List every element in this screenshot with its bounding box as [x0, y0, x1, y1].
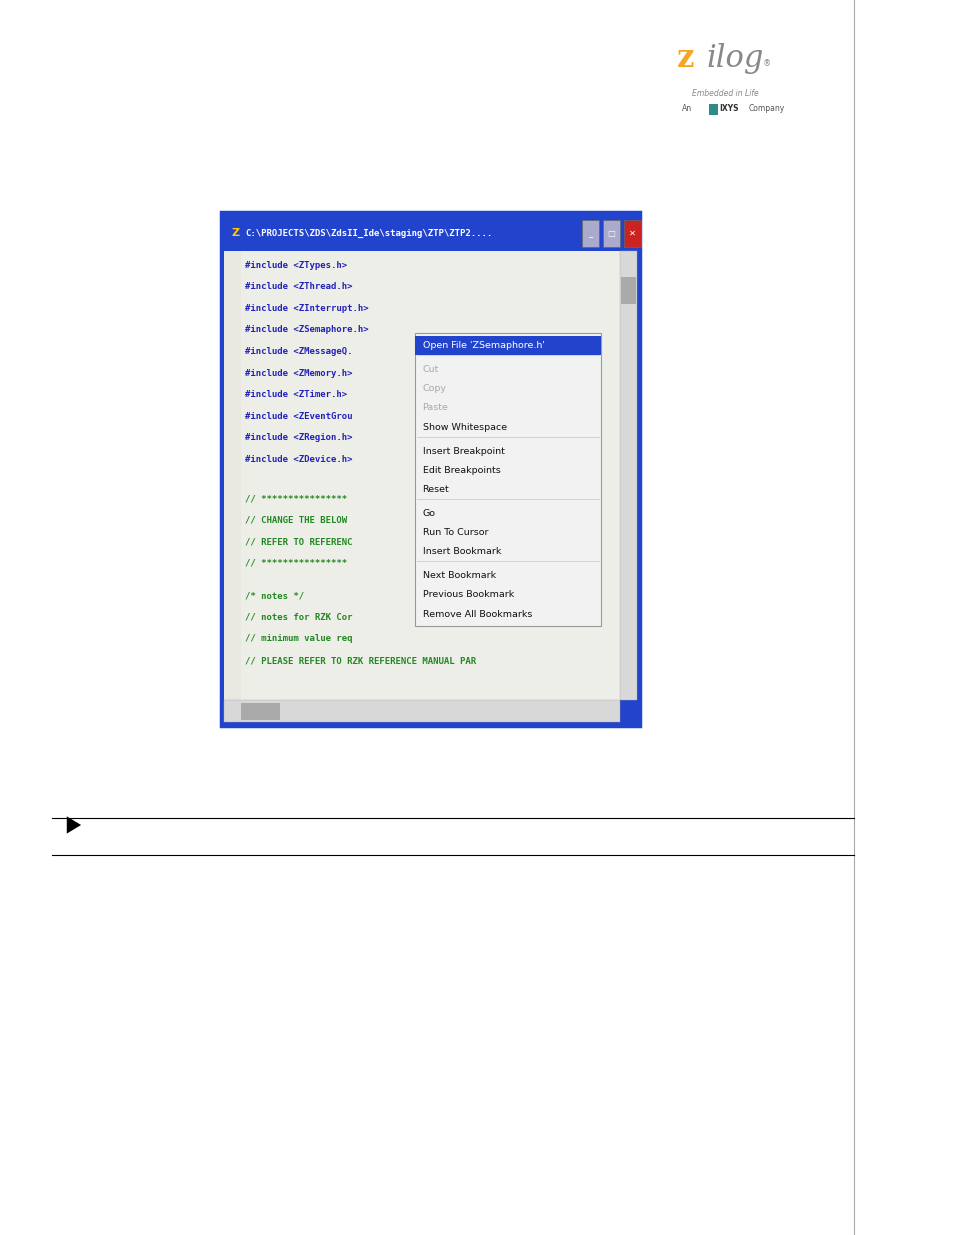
Text: #include <ZSemaphore.h>: #include <ZSemaphore.h>: [245, 326, 369, 335]
Text: // PLEASE REFER TO RZK REFERENCE MANUAL PAR: // PLEASE REFER TO RZK REFERENCE MANUAL …: [245, 656, 476, 666]
Text: Next Bookmark: Next Bookmark: [422, 572, 496, 580]
FancyBboxPatch shape: [221, 212, 639, 726]
Text: Open File 'ZSemaphore.h': Open File 'ZSemaphore.h': [422, 341, 544, 350]
Text: Go: Go: [422, 509, 436, 517]
Text: z: z: [677, 43, 694, 74]
FancyBboxPatch shape: [623, 220, 640, 247]
FancyBboxPatch shape: [224, 251, 619, 700]
Text: IXYS: IXYS: [719, 105, 738, 114]
Text: #include <ZMessageQ.: #include <ZMessageQ.: [245, 347, 353, 356]
FancyBboxPatch shape: [241, 703, 279, 720]
Polygon shape: [67, 816, 81, 834]
Text: ®: ®: [762, 59, 771, 68]
Text: #include <ZRegion.h>: #include <ZRegion.h>: [245, 433, 353, 442]
FancyBboxPatch shape: [602, 220, 619, 247]
FancyBboxPatch shape: [224, 251, 241, 700]
Text: #include <ZEventGrou: #include <ZEventGrou: [245, 412, 353, 421]
Text: Run To Cursor: Run To Cursor: [422, 529, 488, 537]
FancyBboxPatch shape: [415, 336, 600, 356]
Text: Cut: Cut: [422, 366, 438, 374]
Text: I: I: [709, 105, 711, 110]
Text: #include <ZTimer.h>: #include <ZTimer.h>: [245, 390, 347, 399]
Text: Z: Z: [232, 228, 240, 238]
FancyBboxPatch shape: [708, 104, 718, 115]
Text: Edit Breakpoints: Edit Breakpoints: [422, 466, 499, 474]
Text: Insert Breakpoint: Insert Breakpoint: [422, 447, 504, 456]
Text: #include <ZTypes.h>: #include <ZTypes.h>: [245, 261, 347, 269]
Text: C:\PROJECTS\ZDS\ZdsII_Ide\staging\ZTP\ZTP2....: C:\PROJECTS\ZDS\ZdsII_Ide\staging\ZTP\ZT…: [245, 228, 492, 238]
Text: Show Whitespace: Show Whitespace: [422, 422, 506, 431]
Text: #include <ZInterrupt.h>: #include <ZInterrupt.h>: [245, 304, 369, 312]
Text: // ****************: // ****************: [245, 494, 347, 503]
Text: // REFER TO REFERENC: // REFER TO REFERENC: [245, 537, 353, 546]
Text: /* notes */: /* notes */: [245, 592, 304, 600]
Text: Paste: Paste: [422, 404, 448, 412]
Text: // ****************: // ****************: [245, 559, 347, 568]
Text: // minimum value req: // minimum value req: [245, 635, 353, 643]
Text: #include <ZDevice.h>: #include <ZDevice.h>: [245, 456, 353, 464]
FancyBboxPatch shape: [224, 700, 619, 722]
Text: // notes for RZK Cor: // notes for RZK Cor: [245, 613, 353, 622]
Text: Previous Bookmark: Previous Bookmark: [422, 590, 514, 599]
Text: Remove All Bookmarks: Remove All Bookmarks: [422, 610, 532, 619]
FancyBboxPatch shape: [619, 251, 637, 700]
Text: // CHANGE THE BELOW: // CHANGE THE BELOW: [245, 516, 347, 525]
Text: ilog: ilog: [705, 43, 762, 74]
Text: Copy: Copy: [422, 384, 446, 393]
FancyBboxPatch shape: [581, 220, 598, 247]
Text: Company: Company: [748, 105, 784, 114]
Text: □: □: [607, 228, 615, 238]
Text: #include <ZThread.h>: #include <ZThread.h>: [245, 283, 353, 291]
FancyBboxPatch shape: [620, 277, 636, 304]
Text: #include <ZMemory.h>: #include <ZMemory.h>: [245, 369, 353, 378]
FancyBboxPatch shape: [224, 216, 637, 251]
Text: _: _: [588, 228, 592, 238]
Text: An: An: [681, 104, 692, 112]
Text: Insert Bookmark: Insert Bookmark: [422, 547, 500, 556]
Text: ✕: ✕: [628, 228, 636, 238]
FancyBboxPatch shape: [415, 333, 600, 626]
Text: Embedded in Life: Embedded in Life: [691, 89, 758, 98]
Text: Reset: Reset: [422, 485, 449, 494]
